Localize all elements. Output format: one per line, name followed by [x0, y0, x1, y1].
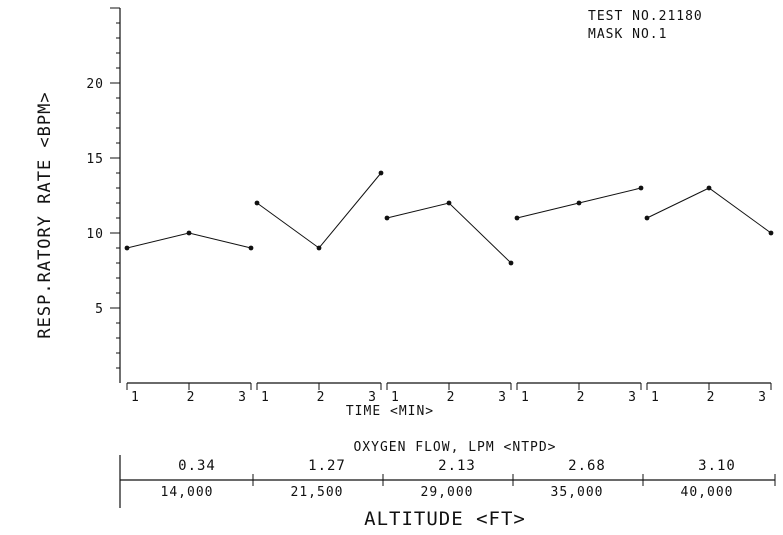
- data-point: [186, 230, 192, 236]
- data-point: [576, 200, 582, 206]
- data-point: [124, 245, 130, 251]
- x-tick-label: 1: [391, 390, 400, 405]
- data-point: [248, 245, 254, 251]
- x-tick-label: 1: [261, 390, 270, 405]
- altitude-title: ALTITUDE <FT>: [364, 508, 526, 530]
- series-line: [256, 172, 382, 249]
- altitude-value: 29,000: [421, 485, 474, 500]
- oxygen-flow-value: 1.27: [308, 458, 346, 474]
- x-tick-label: 1: [521, 390, 530, 405]
- y-tick-label: 5: [95, 302, 104, 317]
- y-tick-label: 15: [86, 152, 104, 167]
- data-point: [316, 245, 322, 251]
- x-tick-label: 2: [447, 390, 456, 405]
- data-point: [508, 260, 514, 266]
- data-point: [644, 215, 650, 221]
- y-axis-label: RESP.RATORY RATE <BPM>: [35, 91, 55, 338]
- x-tick-label: 3: [368, 390, 377, 405]
- x-axis-label: TIME <MIN>: [346, 404, 434, 419]
- data-point: [446, 200, 452, 206]
- oxygen-flow-value: 2.13: [438, 458, 476, 474]
- y-tick-label: 20: [86, 77, 104, 92]
- oxygen-flow-value: 2.68: [568, 458, 606, 474]
- data-point: [768, 230, 774, 236]
- oxygen-flow-value: 0.34: [178, 458, 216, 474]
- series-line: [386, 202, 512, 264]
- oxygen-flow-value: 3.10: [698, 458, 736, 474]
- y-tick-label: 10: [86, 227, 104, 242]
- x-tick-label: 2: [577, 390, 586, 405]
- x-tick-label: 2: [707, 390, 716, 405]
- oxygen-flow-title: OXYGEN FLOW, LPM <NTPD>: [353, 440, 556, 455]
- y-ticks: 5 10 15 20: [86, 7, 120, 369]
- data-point: [706, 185, 712, 191]
- altitude-value: 21,500: [291, 485, 344, 500]
- series-layer: [124, 170, 774, 266]
- altitude-value: 14,000: [161, 485, 214, 500]
- test-number-annotation: TEST NO.21180: [588, 9, 703, 24]
- series-line: [646, 187, 772, 234]
- x-tick-label: 2: [317, 390, 326, 405]
- condition-table: 0.34 14,000 1.27 21,500 2.13 29,000 2.68 35,000…: [119, 455, 776, 508]
- data-point: [384, 215, 390, 221]
- x-tick-label: 1: [131, 390, 140, 405]
- altitude-value: 35,000: [551, 485, 604, 500]
- x-tick-label: 1: [651, 390, 660, 405]
- data-point: [514, 215, 520, 221]
- x-tick-label: 3: [238, 390, 247, 405]
- x-tick-label: 3: [758, 390, 767, 405]
- altitude-value: 40,000: [681, 485, 734, 500]
- data-point: [638, 185, 644, 191]
- x-tick-label: 3: [628, 390, 637, 405]
- data-point: [254, 200, 260, 206]
- x-tick-label: 2: [187, 390, 196, 405]
- x-tick-label: 3: [498, 390, 507, 405]
- data-point: [378, 170, 384, 176]
- mask-number-annotation: MASK NO.1: [588, 27, 667, 42]
